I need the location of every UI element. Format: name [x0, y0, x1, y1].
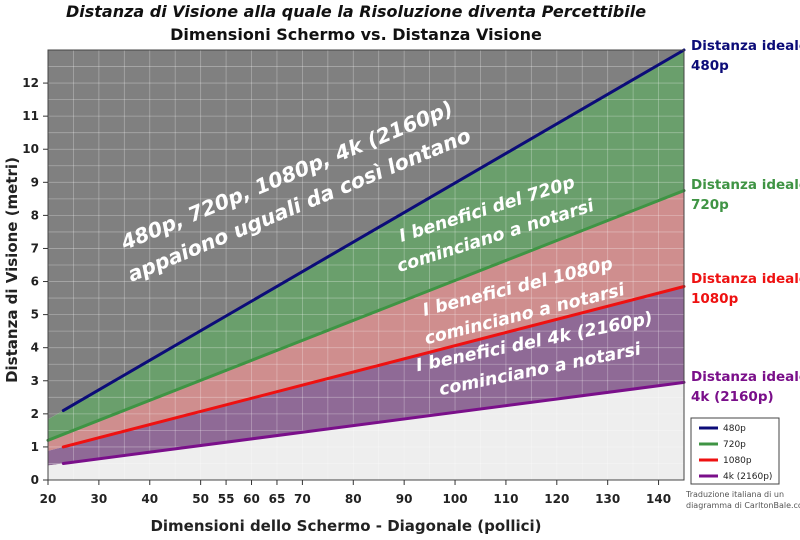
band-2 — [48, 190, 684, 451]
legend-label: 720p — [723, 440, 746, 450]
y-tick-label: 1 — [31, 440, 39, 454]
x-tick-label: 110 — [493, 492, 518, 506]
right-label-line: Distanza ideale — [691, 177, 800, 193]
y-tick-label: 7 — [31, 241, 39, 255]
right-label-line: 480p — [691, 58, 729, 74]
right-labels: Distanza ideale 480p Distanza ideale 720p Di… — [691, 38, 800, 405]
legend-label: 480p — [723, 424, 746, 434]
legend: 480p 720p 1080p 4k (2160p) — [690, 417, 780, 485]
y-axis-label: Distanza di Visione (metri) — [3, 157, 21, 383]
x-tick-label: 50 — [192, 492, 209, 506]
band-4 — [48, 382, 684, 480]
credit-line: Traduzione italiana di un — [685, 490, 784, 499]
y-tick-label: 10 — [22, 142, 39, 156]
plot-frame — [47, 49, 685, 481]
right-label-line: Distanza ideale — [691, 369, 800, 385]
y-tick-label: 8 — [31, 208, 39, 222]
y-tick-label: 0 — [31, 473, 39, 487]
chart-subtitle: Dimensioni Schermo vs. Distanza Visione — [170, 25, 542, 44]
series-line-720p — [46, 189, 686, 442]
x-tick-label: 20 — [40, 492, 57, 506]
y-tick-label: 11 — [22, 109, 39, 123]
x-tick-label: 40 — [141, 492, 158, 506]
y-tick-label: 2 — [31, 407, 39, 421]
right-label-line: Distanza ideale — [691, 271, 800, 287]
x-axis-label: Dimensioni dello Schermo - Diagonale (po… — [150, 517, 541, 535]
x-tick-label: 120 — [544, 492, 569, 506]
legend-label: 4k (2160p) — [723, 472, 772, 482]
x-tick-label: 60 — [243, 492, 260, 506]
x-tick-label: 65 — [269, 492, 286, 506]
band-3 — [48, 286, 684, 466]
y-tick-label: 4 — [31, 341, 39, 355]
right-label-line: 720p — [691, 197, 729, 213]
series-line-1080p — [61, 285, 686, 449]
right-label-line: 1080p — [691, 291, 739, 307]
x-tick-label: 130 — [595, 492, 620, 506]
x-tick-label: 30 — [91, 492, 108, 506]
x-tick-label: 80 — [345, 492, 362, 506]
y-tick-label: 12 — [22, 76, 39, 90]
x-tick-label: 70 — [294, 492, 311, 506]
band-1 — [48, 50, 684, 441]
y-tick-label: 3 — [31, 374, 39, 388]
x-tick-label: 140 — [646, 492, 671, 506]
y-tick-label: 9 — [31, 175, 39, 189]
credit-note: Traduzione italiana di un diagramma di Ca… — [685, 490, 800, 510]
x-tick-label: 55 — [218, 492, 235, 506]
legend-label: 1080p — [723, 456, 752, 466]
series-line-480p — [61, 48, 686, 413]
credit-line: diagramma di CarltonBale.com — [686, 501, 800, 510]
x-tick-label: 100 — [443, 492, 468, 506]
series-line-4k (2160p) — [61, 380, 686, 465]
y-tick-label: 5 — [31, 308, 39, 322]
series-lines — [46, 48, 686, 465]
right-label-line: Distanza ideale — [691, 38, 800, 54]
chart-title: Distanza di Visione alla quale la Risolu… — [66, 2, 646, 21]
right-label-line: 4k (2160p) — [691, 389, 774, 405]
y-tick-label: 6 — [31, 275, 39, 289]
x-axis-ticks: 20 30 40 50 55 60 65 70 80 90 100 110 120 130 140 — [40, 480, 671, 506]
x-tick-label: 90 — [396, 492, 413, 506]
grid-lines — [48, 50, 684, 480]
